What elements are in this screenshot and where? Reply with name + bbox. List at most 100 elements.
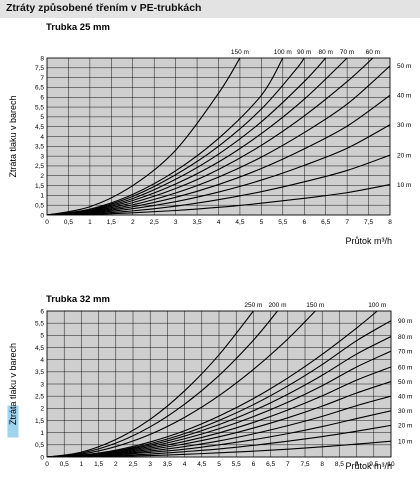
chart2-x-tick-19: 9,5 xyxy=(369,461,378,468)
chart1-line-20-m xyxy=(47,154,390,215)
chart1-series-label-60-m: 60 m xyxy=(366,49,380,56)
chart2-x-tick-10: 5 xyxy=(217,461,221,468)
chart2-x-tick-7: 3,5 xyxy=(163,461,172,468)
chart1-y-axis-label: Ztráta tlaku v barech xyxy=(8,95,18,177)
chart2-x-tick-18: 9 xyxy=(355,461,359,468)
chart1-x-tick-15: 7,5 xyxy=(364,219,373,226)
chart2-x-tick-12: 6 xyxy=(252,461,256,468)
chart2-series-label-100-m: 100 m xyxy=(368,302,386,309)
chart1-x-tick-16: 8 xyxy=(388,219,392,226)
chart2-plot-border xyxy=(46,310,392,458)
chart2-x-tick-15: 7,5 xyxy=(300,461,309,468)
chart1-line-100-m xyxy=(47,58,284,215)
chart2-y-tick-1: 0,5 xyxy=(35,442,44,449)
chart2-line-250-m xyxy=(47,311,254,457)
chart1-y-tick-9: 4,5 xyxy=(35,124,44,131)
chart1-x-tick-0: 0 xyxy=(45,219,49,226)
chart2-y-tick-5: 2,5 xyxy=(35,393,44,400)
chart2-series-label-30-m: 30 m xyxy=(398,408,412,415)
chart1-curves xyxy=(47,58,390,215)
chart1-line-150-m xyxy=(47,58,241,215)
chart2-x-tick-2: 1 xyxy=(80,461,84,468)
chart2-series-label-250-m: 250 m xyxy=(244,302,262,309)
chart1-y-tick-2: 1 xyxy=(40,193,44,200)
chart2-x-tick-9: 4,5 xyxy=(197,461,206,468)
chart2-x-tick-11: 5,5 xyxy=(232,461,241,468)
chart2-y-tick-3: 1,5 xyxy=(35,418,44,425)
chart1-y-tick-5: 2,5 xyxy=(35,163,44,170)
chart2-y-label-highlight xyxy=(7,405,19,438)
chart2-y-tick-2: 1 xyxy=(40,430,44,437)
chart1-grid xyxy=(46,57,391,216)
chart1-title: Trubka 25 mm xyxy=(46,22,110,33)
chart2-x-tick-17: 8,5 xyxy=(335,461,344,468)
chart1-series-label-90-m: 90 m xyxy=(297,49,311,56)
chart2-x-tick-14: 7 xyxy=(286,461,290,468)
chart1-x-tick-5: 2,5 xyxy=(150,219,159,226)
chart1-line-40-m xyxy=(47,94,390,215)
chart1-y-axis-label-group: Ztráta tlaku v barech xyxy=(8,95,18,177)
chart1-y-tick-4: 2 xyxy=(40,173,44,180)
chart-trubka-25: 0 0,5 1 1,5 2 2,5 3 3,5 4 4,5 5 5,5 6 6,5 7 7,5 8 0 0,5 1 1,… xyxy=(8,22,411,246)
chart2-line-200-m xyxy=(47,311,278,457)
chart2-x-tick-5: 2,5 xyxy=(128,461,137,468)
chart-trubka-32: 0 0,5 1 1,5 2 2,5 3 3,5 4 4,5 5 5,5 6 6,5 7 7,5 8 8,5 9 9,5… xyxy=(7,294,412,471)
chart2-y-tick-4: 2 xyxy=(40,406,44,413)
chart1-x-tick-4: 2 xyxy=(131,219,135,226)
chart1-series-label-150-m: 150 m xyxy=(231,49,249,56)
chart2-series-label-70-m: 70 m xyxy=(398,348,412,355)
chart2-y-axis-label-group: Ztráta tlaku v barech xyxy=(7,343,19,438)
chart2-line-60-m xyxy=(47,366,391,457)
header-bar: Ztráty způsobené třením v PE-trubkách xyxy=(0,0,420,18)
chart1-y-tick-8: 4 xyxy=(40,134,44,141)
page-title: Ztráty způsobené třením v PE-trubkách xyxy=(6,2,202,14)
chart1-line-30-m xyxy=(47,124,390,215)
chart2-x-tick-20: 10 xyxy=(387,461,395,468)
chart1-line-70-m xyxy=(47,58,348,215)
chart1-y-tick-12: 6 xyxy=(40,95,44,102)
chart2-x-tick-0: 0 xyxy=(45,461,49,468)
chart1-line-10-m xyxy=(47,184,390,215)
chart1-series-label-30-m: 30 m xyxy=(397,122,411,129)
chart2-line-150-m xyxy=(47,311,316,457)
chart2-line-10-m xyxy=(47,440,391,457)
chart1-y-tick-11: 5,5 xyxy=(35,104,44,111)
chart1-y-tick-0: 0 xyxy=(40,212,44,219)
chart1-y-tick-3: 1,5 xyxy=(35,183,44,190)
chart2-curves xyxy=(47,311,391,457)
chart1-x-tick-3: 1,5 xyxy=(107,219,116,226)
chart2-series-label-80-m: 80 m xyxy=(398,334,412,341)
chart1-x-tick-11: 5,5 xyxy=(278,219,287,226)
chart1-x-tick-12: 6 xyxy=(302,219,306,226)
chart2-x-tick-1: 0,5 xyxy=(60,461,69,468)
chart2-x-tick-4: 2 xyxy=(114,461,118,468)
chart2-series-label-200-m: 200 m xyxy=(268,302,286,309)
chart1-x-tick-10: 5 xyxy=(260,219,264,226)
chart2-series-label-90-m: 90 m xyxy=(398,318,412,325)
chart1-x-axis-label: Průtok m³/h xyxy=(345,236,392,246)
chart1-y-tick-1: 0,5 xyxy=(35,202,44,209)
chart1-y-tick-14: 7 xyxy=(40,75,44,82)
chart1-series-label-40-m: 40 m xyxy=(397,93,411,100)
chart2-x-axis-label: Průtok m³/h xyxy=(345,461,392,471)
chart2-y-axis-label: Ztráta tlaku v barech xyxy=(8,343,18,425)
chart1-line-50-m xyxy=(47,65,390,215)
chart1-x-tick-13: 6,5 xyxy=(321,219,330,226)
chart2-line-50-m xyxy=(47,381,391,457)
chart2-y-tick-9: 4,5 xyxy=(35,345,44,352)
chart2-title: Trubka 32 mm xyxy=(46,294,110,305)
chart1-y-tick-10: 5 xyxy=(40,114,44,121)
chart1-series-label-100-m: 100 m xyxy=(274,49,292,56)
chart2-series-label-40-m: 40 m xyxy=(398,393,412,400)
chart1-x-tick-2: 1 xyxy=(88,219,92,226)
chart1-x-tick-7: 3,5 xyxy=(193,219,202,226)
chart2-y-tick-6: 3 xyxy=(40,381,44,388)
chart2-series-label-10-m: 10 m xyxy=(398,438,412,445)
chart2-x-tick-13: 6,5 xyxy=(266,461,275,468)
chart2-x-tick-6: 3 xyxy=(148,461,152,468)
chart2-series-label-50-m: 50 m xyxy=(398,379,412,386)
chart1-x-tick-1: 0,5 xyxy=(64,219,73,226)
chart1-y-tick-7: 3,5 xyxy=(35,144,44,151)
chart2-y-tick-10: 5 xyxy=(40,333,44,340)
